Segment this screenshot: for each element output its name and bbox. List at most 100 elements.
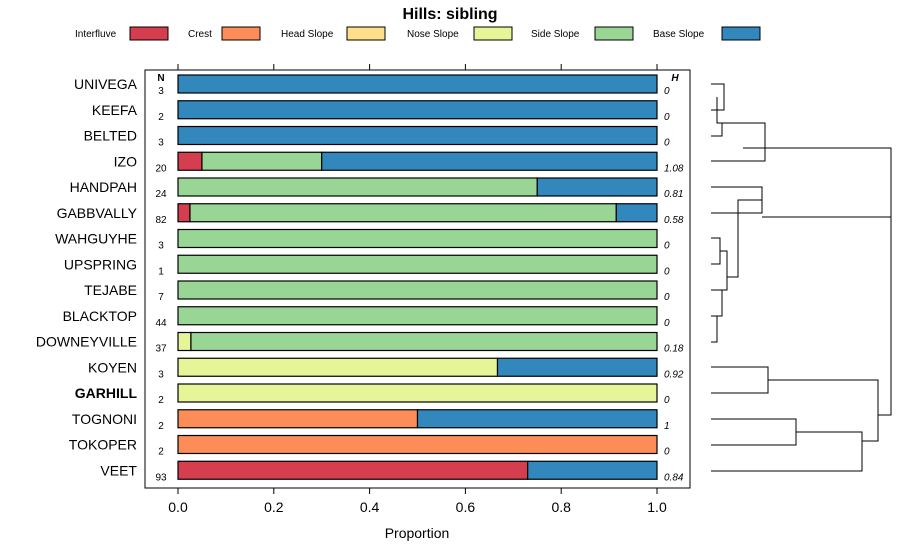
dendrogram-branch [711,250,728,291]
row-label: WAHGUYHE [55,231,137,247]
row-n-value: 1 [158,266,164,277]
row-h-value: 1 [664,421,670,432]
plot-frame [144,69,691,489]
legend-label: Nose Slope [407,29,459,40]
bar-segment [177,151,203,171]
row-h-value: 0.58 [664,215,684,226]
row-label: VEET [100,462,137,478]
bar-segment [177,254,658,274]
bar-segment [615,203,658,223]
legend-label: Crest [188,29,212,40]
h-column-header: H [671,73,679,84]
row-label: KEEFA [92,102,138,118]
row-h-value: 0 [664,395,670,406]
bar-segment [177,409,419,429]
bar-segment [177,228,658,249]
row-label: TOGNONI [72,411,137,427]
row-h-value: 0 [664,266,670,277]
row-h-value: 0.84 [664,472,684,483]
row-n-value: 3 [158,138,164,149]
bar-segment [177,280,658,300]
bar-segment [177,357,499,377]
row-label: KOYEN [88,359,137,375]
x-tick-label: 0.6 [456,499,476,515]
row-label: DOWNEYVILLE [36,334,137,350]
dendrogram-branch [727,199,762,278]
bar-segment [177,434,658,455]
row-n-value: 2 [158,395,164,406]
legend-swatch [129,26,169,41]
bars [177,74,658,480]
row-n-value: 2 [158,112,164,123]
legend-swatch [346,26,386,41]
bar-segment [177,383,658,403]
bar-segment [177,177,538,197]
x-tick-label: 0.8 [551,499,571,515]
legend-swatch [721,26,761,41]
row-label: UPSPRING [64,256,137,272]
row-h-value: 0 [664,112,670,123]
x-tick-label: 1.0 [647,499,667,515]
legend-swatch [594,26,634,41]
bar-segment [177,125,658,146]
row-n-value: 2 [158,447,164,458]
n-column-header: N [157,73,164,84]
bar-segment [321,151,658,171]
row-label: GARHILL [75,385,138,401]
row-h-value: 0 [664,86,670,97]
row-label: TEJABE [84,282,137,298]
row-n-value: 93 [155,472,167,483]
x-tick-label: 0.0 [168,499,188,515]
row-n-value: 3 [158,86,164,97]
dendrogram-branch [768,379,879,442]
bar-segment [177,331,192,352]
row-h-value: 0 [664,447,670,458]
row-n-value: 20 [155,163,167,174]
dendrogram-branch [711,366,769,394]
row-label: UNIVEGA [74,76,138,92]
row-n-value: 3 [158,241,164,252]
row-h-value: 0.92 [664,369,684,380]
legend-label: Side Slope [531,29,580,40]
row-h-value: 0 [664,138,670,149]
row-h-value: 0 [664,292,670,303]
legend-label: Interfluve [75,29,117,40]
bar-segment [496,357,658,377]
bar-segment [177,100,658,120]
row-n-value: 82 [155,215,167,226]
row-n-value: 3 [158,369,164,380]
legend-swatch [473,26,513,41]
bar-segment [527,460,658,480]
bar-segment [536,177,658,197]
row-n-value: 37 [155,344,167,355]
x-axis: 0.0 0.2 0.4 0.6 0.8 1.0 [168,64,667,515]
x-axis-label: Proportion [385,525,450,541]
row-label: GABBVALLY [57,205,138,221]
dendrogram-branch [711,237,721,265]
legend-label: Base Slope [653,29,705,40]
row-n-value: 7 [158,292,164,303]
row-label: IZO [114,153,137,169]
dendrogram-branch [878,217,892,416]
dendrogram [711,83,892,472]
bar-segment [177,203,191,223]
dendrogram-branch [743,147,892,218]
bar-segment [177,460,529,480]
row-h-value: 0.18 [664,344,684,355]
bar-segment [201,151,323,171]
row-h-value: 1.08 [664,163,684,174]
row-h-value: 0.81 [664,189,683,200]
dendrogram-branch [711,316,718,343]
row-n-value: 44 [155,318,167,329]
dendrogram-branch [711,122,766,162]
bar-segment [177,74,658,94]
bar-segment [416,409,658,429]
row-h-value: 0 [664,318,670,329]
bar-segment [190,331,658,352]
legend-label: Head Slope [281,29,334,40]
row-label: HANDPAH [70,179,137,195]
row-n-value: 24 [155,189,167,200]
row-label: TOKOPER [69,437,137,453]
